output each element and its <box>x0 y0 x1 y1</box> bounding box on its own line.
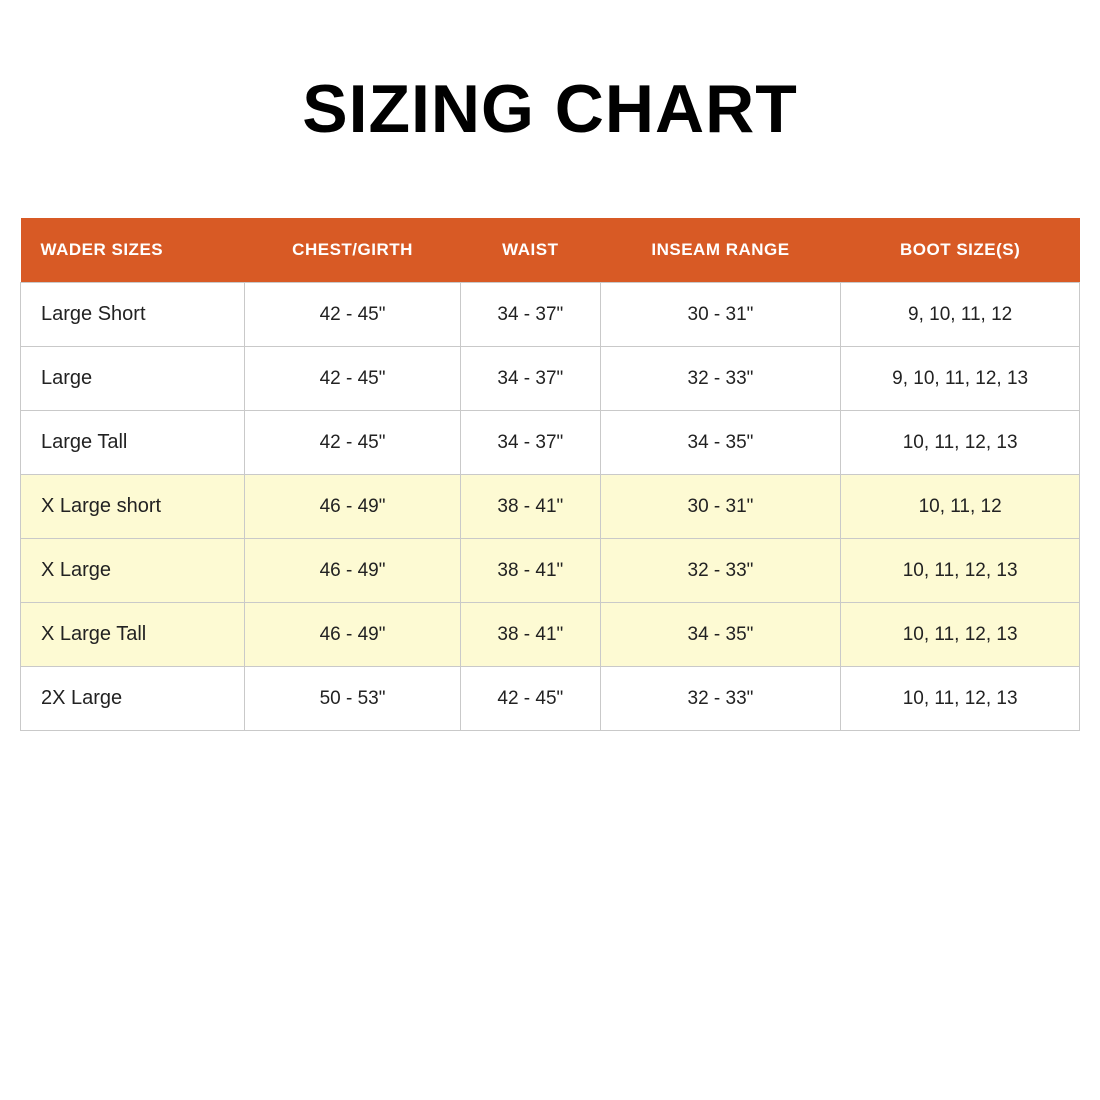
cell-boot: 10, 11, 12, 13 <box>841 539 1080 603</box>
cell-boot: 9, 10, 11, 12 <box>841 283 1080 347</box>
sizing-table-container: WADER SIZES CHEST/GIRTH WAIST INSEAM RAN… <box>20 218 1080 731</box>
table-row: X Large short 46 - 49" 38 - 41" 30 - 31"… <box>21 475 1080 539</box>
cell-chest: 46 - 49" <box>245 539 461 603</box>
cell-boot: 10, 11, 12, 13 <box>841 411 1080 475</box>
cell-inseam: 34 - 35" <box>600 411 841 475</box>
cell-chest: 46 - 49" <box>245 475 461 539</box>
cell-inseam: 30 - 31" <box>600 475 841 539</box>
cell-inseam: 32 - 33" <box>600 347 841 411</box>
table-row: 2X Large 50 - 53" 42 - 45" 32 - 33" 10, … <box>21 667 1080 731</box>
cell-size: X Large Tall <box>21 603 245 667</box>
cell-chest: 50 - 53" <box>245 667 461 731</box>
col-header-waist: WAIST <box>460 218 600 283</box>
sizing-table: WADER SIZES CHEST/GIRTH WAIST INSEAM RAN… <box>20 218 1080 731</box>
table-row: X Large 46 - 49" 38 - 41" 32 - 33" 10, 1… <box>21 539 1080 603</box>
col-header-boot-sizes: BOOT SIZE(S) <box>841 218 1080 283</box>
table-row: X Large Tall 46 - 49" 38 - 41" 34 - 35" … <box>21 603 1080 667</box>
cell-waist: 34 - 37" <box>460 347 600 411</box>
page-title: SIZING CHART <box>302 70 798 148</box>
cell-inseam: 30 - 31" <box>600 283 841 347</box>
cell-waist: 34 - 37" <box>460 411 600 475</box>
cell-size: X Large short <box>21 475 245 539</box>
cell-chest: 42 - 45" <box>245 347 461 411</box>
cell-waist: 38 - 41" <box>460 539 600 603</box>
col-header-inseam-range: INSEAM RANGE <box>600 218 841 283</box>
cell-chest: 46 - 49" <box>245 603 461 667</box>
col-header-chest-girth: CHEST/GIRTH <box>245 218 461 283</box>
cell-waist: 42 - 45" <box>460 667 600 731</box>
cell-inseam: 34 - 35" <box>600 603 841 667</box>
cell-boot: 9, 10, 11, 12, 13 <box>841 347 1080 411</box>
cell-inseam: 32 - 33" <box>600 539 841 603</box>
table-row: Large Short 42 - 45" 34 - 37" 30 - 31" 9… <box>21 283 1080 347</box>
cell-boot: 10, 11, 12, 13 <box>841 603 1080 667</box>
cell-inseam: 32 - 33" <box>600 667 841 731</box>
cell-size: Large Short <box>21 283 245 347</box>
cell-waist: 38 - 41" <box>460 475 600 539</box>
cell-size: Large Tall <box>21 411 245 475</box>
cell-waist: 34 - 37" <box>460 283 600 347</box>
cell-chest: 42 - 45" <box>245 411 461 475</box>
cell-size: 2X Large <box>21 667 245 731</box>
cell-size: Large <box>21 347 245 411</box>
cell-waist: 38 - 41" <box>460 603 600 667</box>
table-body: Large Short 42 - 45" 34 - 37" 30 - 31" 9… <box>21 283 1080 731</box>
cell-chest: 42 - 45" <box>245 283 461 347</box>
cell-boot: 10, 11, 12, 13 <box>841 667 1080 731</box>
col-header-wader-sizes: WADER SIZES <box>21 218 245 283</box>
table-row: Large Tall 42 - 45" 34 - 37" 34 - 35" 10… <box>21 411 1080 475</box>
table-row: Large 42 - 45" 34 - 37" 32 - 33" 9, 10, … <box>21 347 1080 411</box>
cell-boot: 10, 11, 12 <box>841 475 1080 539</box>
table-header-row: WADER SIZES CHEST/GIRTH WAIST INSEAM RAN… <box>21 218 1080 283</box>
cell-size: X Large <box>21 539 245 603</box>
